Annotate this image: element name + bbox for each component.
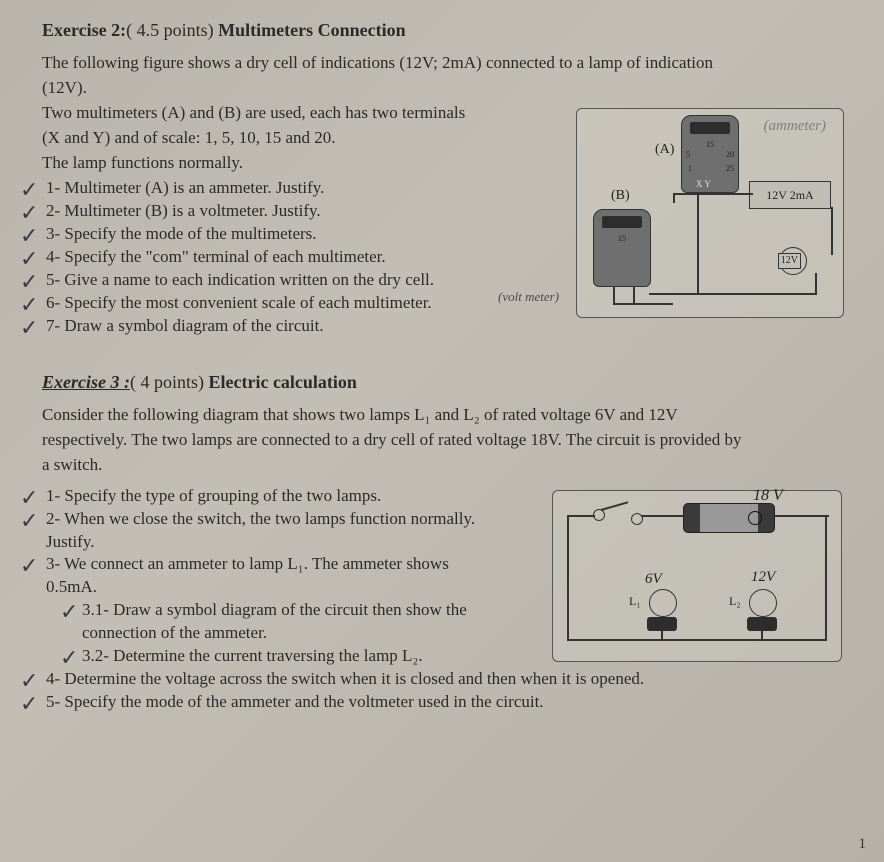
mm-scale: 15 [706,140,714,149]
mm-scale: 15 [618,234,626,243]
ex3-title-text: Electric calculation [208,372,356,392]
label-b: (B) [611,187,630,206]
check-icon: ✓ [20,313,38,343]
mm-scale: 25 [726,164,734,175]
label-l2: L₂ [729,593,741,609]
ex3-q2-text: 2- When we close the switch, the two lam… [46,509,475,528]
ex2-points: ( 4.5 points) [126,20,218,40]
multimeter-a-icon: 15 5 20 1 25 X Y [681,115,739,193]
xy-label: X Y [696,178,711,190]
ex3-q5-text: 5- Specify the mode of the ammeter and t… [46,692,544,711]
ex2-q5-text: 5- Give a name to each indication writte… [46,270,434,289]
ex3-q32-text: 3.2- Determine the current traversing th… [82,646,423,665]
check-icon: ✓ [60,597,78,627]
ex2-heading: Exercise 2:( 4.5 points) Multimeters Con… [42,18,842,42]
annot-6v: 6V [645,569,662,589]
battery-icon: 12V 2mA [749,181,831,209]
label-a: (A) [655,141,674,160]
figure-2: L₁ L₂ 18 V 6V 12V [552,490,842,662]
ex3-q31b-text: connection of the ammeter. [82,623,267,642]
ex2-p2: (12V). [42,77,842,100]
lamp-label: 12V [778,253,801,269]
ex3-points: ( 4 points) [130,372,209,392]
ex3-q4-text: 4- Determine the voltage across the swit… [46,669,644,688]
ex3-q4: ✓4- Determine the voltage across the swi… [42,668,842,691]
ex2-title-text: Multimeters Connection [218,20,405,40]
ex2-q1-text: 1- Multimeter (A) is an ammeter. Justify… [46,178,324,197]
ex2-q7-text: 7- Draw a symbol diagram of the circuit. [46,316,324,335]
ex3-q2b-text: Justify. [46,532,95,551]
lamp-l2-icon [749,589,777,617]
check-icon: ✓ [20,506,38,536]
ex3-q5: ✓5- Specify the mode of the ammeter and … [42,691,842,714]
figure-1: 15 5 20 1 25 X Y (A) 12V 2mA 15 (B) 12V [576,108,844,318]
ex3-p2: respectively. The two lamps are connecte… [42,429,842,452]
ex2-q3-text: 3- Specify the mode of the multimeters. [46,224,317,243]
ex3-q1-text: 1- Specify the type of grouping of the t… [46,486,381,505]
mm-scale: 20 [726,150,734,161]
ex2-q4-text: 4- Specify the "com" terminal of each mu… [46,247,386,266]
lamp-l1-icon [649,589,677,617]
ex3-p3: a switch. [42,454,842,477]
page-number: 1 [859,834,867,854]
check-icon: ✓ [20,689,38,719]
multimeter-b-icon: 15 [593,209,651,287]
ex2-q6-text: 6- Specify the most convenient scale of … [46,293,432,312]
ex3-q3-text: 3- We connect an ammeter to lamp L₁. The… [46,554,449,573]
annot-12v: 12V [751,567,775,587]
label-l1: L₁ [629,593,641,609]
check-icon: ✓ [20,551,38,581]
ex3-heading: Exercise 3 :( 4 points) Electric calcula… [42,370,842,394]
lamp-base-icon [747,617,777,631]
annot-voltmeter: (volt meter) [498,288,559,306]
ex2-prefix: Exercise 2: [42,20,126,40]
ex3-prefix: Exercise 3 : [42,372,130,392]
cell-icon [683,503,775,533]
ex2-q2-text: 2- Multimeter (B) is a voltmeter. Justif… [46,201,321,220]
ex3-p1: Consider the following diagram that show… [42,404,842,427]
ex3-q3b-text: 0.5mA. [46,577,97,596]
annot-18v: 18 V [753,485,783,507]
ex3-q31-text: 3.1- Draw a symbol diagram of the circui… [82,600,467,619]
ex2-q7: ✓7- Draw a symbol diagram of the circuit… [42,315,842,338]
ex2-p1: The following figure shows a dry cell of… [42,52,842,75]
lamp-base-icon [647,617,677,631]
